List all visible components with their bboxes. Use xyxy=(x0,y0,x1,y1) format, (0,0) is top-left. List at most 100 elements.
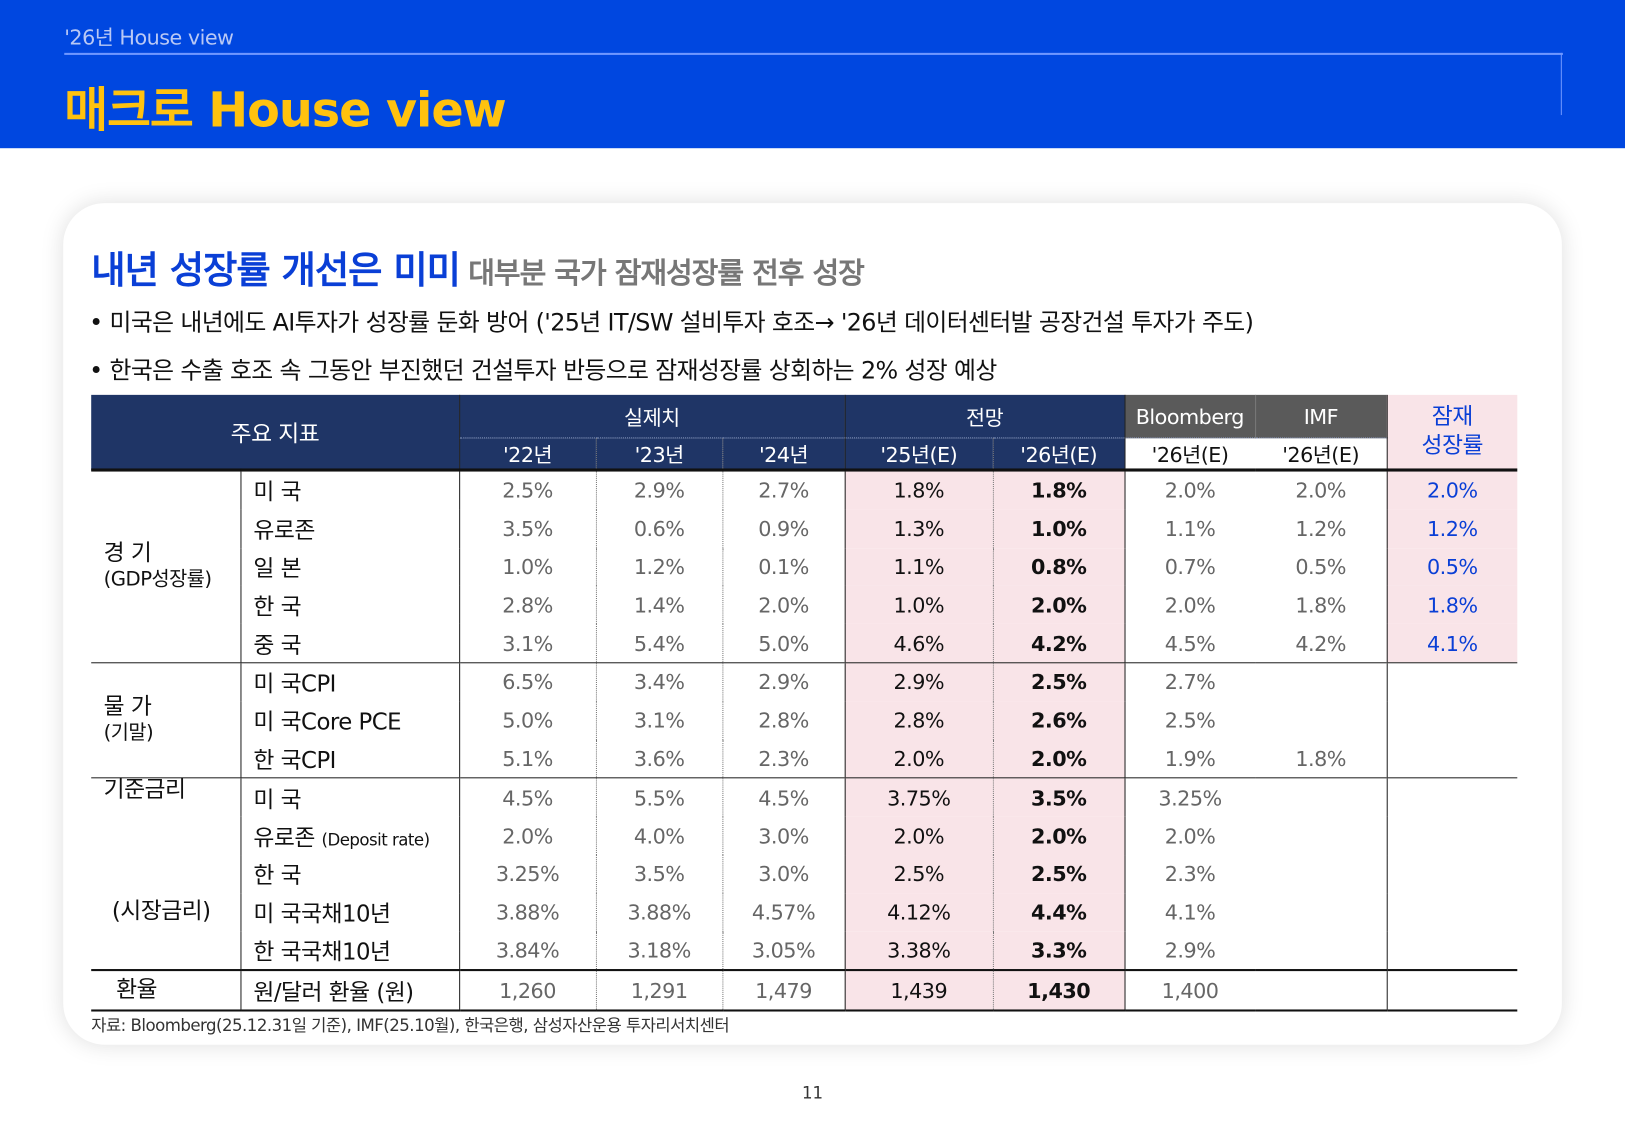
value-cell: 2.5% xyxy=(992,662,1125,702)
header-divider-vertical xyxy=(1560,52,1562,116)
value-cell: 3.3% xyxy=(992,931,1125,971)
value-cell xyxy=(1386,701,1518,740)
value-cell: 3.4% xyxy=(595,662,723,702)
value-cell: 2.0% xyxy=(1123,585,1256,625)
headline-side: 대부분 국가 잠재성장률 전후 성장 xyxy=(468,255,865,291)
value-cell: 2.0% xyxy=(1386,470,1518,510)
value-cell: 2.8% xyxy=(721,701,845,740)
slide-title: 매크로 House view xyxy=(64,81,506,138)
table-row: 한 국 3.25% 3.5% 3.0% 2.5% 2.5% 2.3% xyxy=(91,854,1518,894)
value-cell xyxy=(1255,817,1387,855)
value-cell: 1,479 xyxy=(721,969,845,1012)
value-cell: 2.3% xyxy=(721,739,845,779)
table-row: 중 국 3.1% 5.4% 5.0% 4.6% 4.2% 4.5% 4.2% 4.1% xyxy=(91,624,1518,663)
indicator-label: 한 국 xyxy=(253,863,302,890)
header-divider xyxy=(64,52,1563,55)
group-empty xyxy=(91,817,240,855)
value-cell: 3.25% xyxy=(1123,777,1256,817)
indicator-label: 미 국 xyxy=(253,480,302,507)
value-cell xyxy=(1386,969,1518,1012)
indicator-label: 미 국Core PCE xyxy=(253,710,402,737)
value-cell xyxy=(1386,931,1518,971)
value-cell: 1.4% xyxy=(595,585,723,625)
header-potential-line2: 성장률 xyxy=(1421,432,1484,459)
value-cell: 3.05% xyxy=(721,931,845,971)
group-label: 경 기 xyxy=(103,540,152,567)
value-cell: 2.6% xyxy=(992,701,1125,740)
value-cell: 2.7% xyxy=(1123,662,1256,702)
table-row: 미 국Core PCE 5.0% 3.1% 2.8% 2.8% 2.6% 2.5% xyxy=(91,701,1518,740)
value-cell: 1.8% xyxy=(844,470,993,510)
value-cell: 2.0% xyxy=(992,816,1125,855)
value-cell: 2.9% xyxy=(844,662,993,702)
value-cell: 1.0% xyxy=(458,547,596,586)
value-cell: 2.5% xyxy=(458,470,596,510)
value-cell: 2.9% xyxy=(721,662,845,702)
value-cell xyxy=(1255,701,1387,739)
value-cell: 1,400 xyxy=(1123,969,1256,1012)
headline-main: 내년 성장률 개선은 미미 xyxy=(91,249,461,293)
value-cell xyxy=(1386,739,1518,779)
value-cell: 2.0% xyxy=(992,739,1125,779)
value-cell: 1.9% xyxy=(1123,739,1256,779)
indicator-name: 중 국 xyxy=(239,624,460,663)
value-cell: 2.3% xyxy=(1123,854,1256,894)
value-cell: 3.5% xyxy=(595,854,723,894)
indicator-name: 한 국CPI xyxy=(239,739,460,779)
header-indicator: 주요 지표 xyxy=(91,394,460,471)
header-potential-line1: 잠재 xyxy=(1431,403,1473,430)
indicator-name: 유로존 xyxy=(239,509,460,548)
value-cell: 1.3% xyxy=(844,509,993,548)
value-cell: 3.88% xyxy=(458,893,596,932)
indicator-label: 한 국 xyxy=(253,594,302,621)
indicator-name: 원/달러 환율 (원) xyxy=(239,969,460,1012)
header-year: '23년 xyxy=(595,437,723,471)
table-row: 유로존 3.5% 0.6% 0.9% 1.3% 1.0% 1.1% 1.2% 1.2% xyxy=(91,509,1518,548)
bullet-2: • 한국은 수출 호조 속 그동안 부진했던 건설투자 반등으로 잠재성장률 상… xyxy=(89,357,997,385)
value-cell: 1,430 xyxy=(992,969,1125,1012)
value-cell: 3.0% xyxy=(721,854,845,894)
value-cell xyxy=(1386,854,1518,894)
value-cell: 0.7% xyxy=(1123,547,1256,586)
header-year: '26년(E) xyxy=(1123,437,1256,471)
header-year: '25년(E) xyxy=(844,437,993,471)
table-row: 환율 원/달러 환율 (원) 1,260 1,291 1,479 1,439 1,430 1,… xyxy=(91,969,1518,1012)
value-cell: 1.0% xyxy=(992,509,1125,548)
value-cell: 4.6% xyxy=(844,624,993,663)
indicator-name: 미 국국채10년 xyxy=(239,893,460,932)
macro-table: 주요 지표 실제치 전망 Bloomberg IMF 잠재 성장률 '22년 '2… xyxy=(91,394,1518,1012)
value-cell: 2.5% xyxy=(992,854,1125,894)
header-year: '24년 xyxy=(721,437,845,471)
value-cell: 4.5% xyxy=(1123,624,1256,663)
value-cell: 2.9% xyxy=(1123,931,1256,971)
indicator-label: 미 국 xyxy=(253,787,302,814)
indicator-name: 한 국 xyxy=(239,585,460,625)
group-label: 물 가 xyxy=(103,694,152,721)
value-cell: 1.8% xyxy=(992,470,1125,510)
value-cell: 2.0% xyxy=(1295,478,1346,504)
header-year: '26년(E) xyxy=(1255,437,1387,471)
group-price: 물 가 (기말) xyxy=(91,662,241,779)
value-cell xyxy=(1386,662,1518,702)
value-cell: 2.7% xyxy=(721,470,845,510)
table-row: 한 국CPI 5.1% 3.6% 2.3% 2.0% 2.0% 1.9% 1.8% xyxy=(91,739,1518,779)
value-cell: 0.6% xyxy=(595,509,723,548)
value-cell: 3.75% xyxy=(844,777,993,817)
indicator-label: 유로존 xyxy=(253,825,315,852)
source-note: 자료: Bloomberg(25.12.31일 기준), IMF(25.10월)… xyxy=(91,1015,730,1036)
indicator-name: 유로존 (Deposit rate) xyxy=(239,816,460,855)
header-actual: 실제치 xyxy=(458,394,845,438)
value-cell: 4.0% xyxy=(595,816,723,855)
table-row: 유로존 (Deposit rate) 2.0% 4.0% 3.0% 2.0% 2.0% 2.… xyxy=(91,816,1518,855)
value-cell: 2.5% xyxy=(844,854,993,894)
indicator-label: 일 본 xyxy=(253,556,302,583)
indicator-name: 미 국 xyxy=(239,470,460,510)
value-cell xyxy=(1386,777,1518,817)
value-cell: 1.1% xyxy=(844,547,993,586)
value-cell xyxy=(1386,893,1518,932)
value-cell: 4.57% xyxy=(721,893,845,932)
value-cell xyxy=(1255,662,1387,702)
value-cell: 1,260 xyxy=(458,969,596,1012)
value-cell: 1,439 xyxy=(844,969,993,1012)
value-cell: 6.5% xyxy=(458,662,596,702)
